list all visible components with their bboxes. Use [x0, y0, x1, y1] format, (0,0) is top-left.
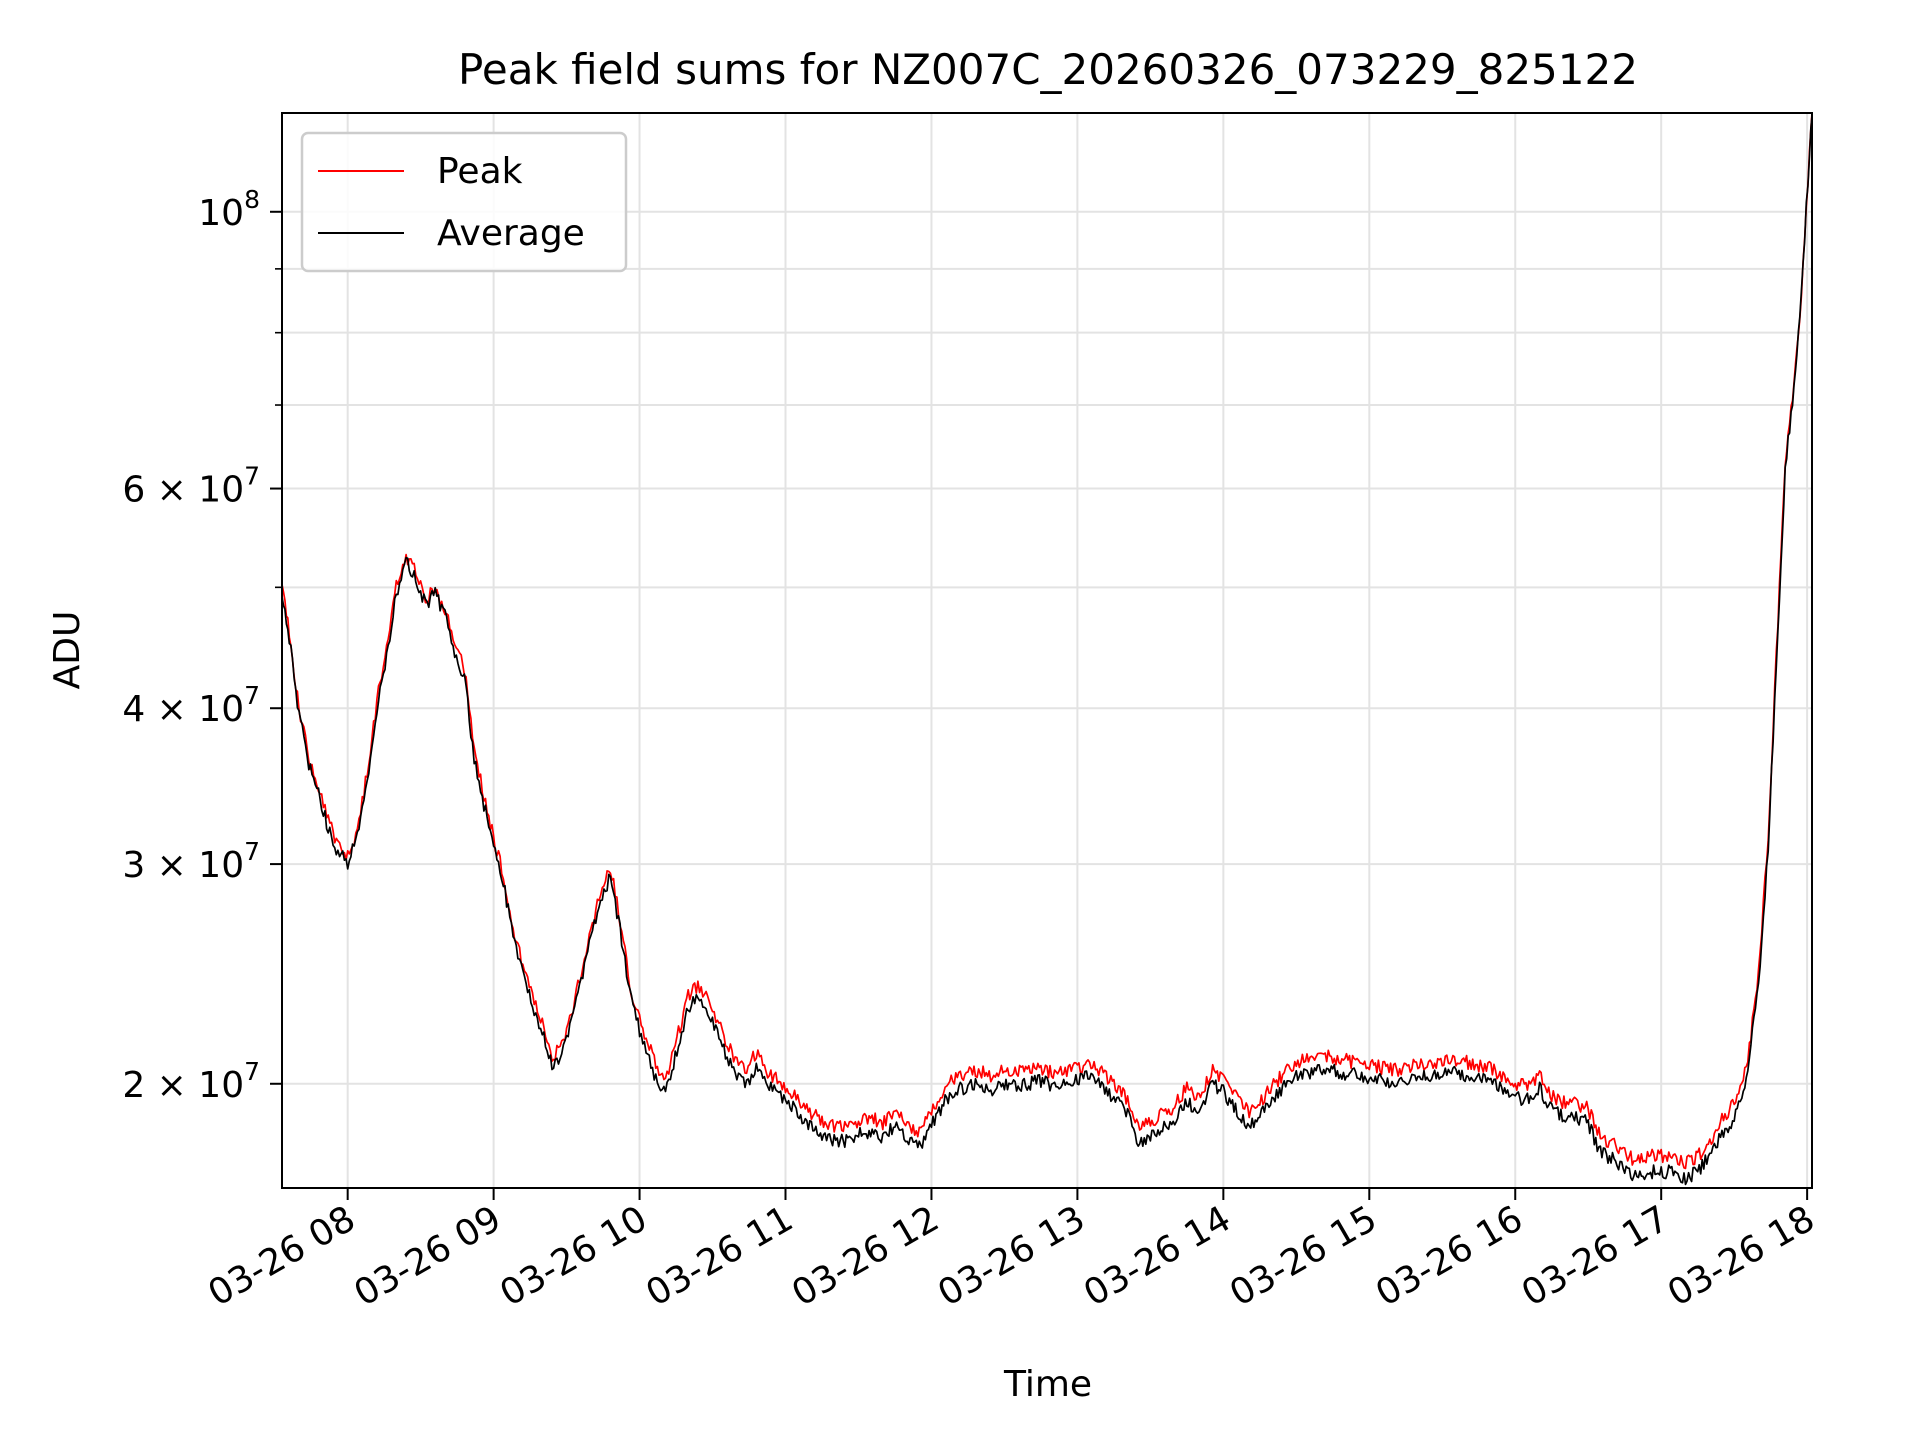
y-tick-exponent: 7: [244, 681, 260, 710]
series-line-average: [282, 115, 1812, 1186]
y-axis-label: ADU: [47, 611, 88, 690]
y-tick-coefficient: 4 × 10: [122, 689, 244, 730]
y-tick-exponent: 8: [244, 185, 260, 214]
y-tick-exponent: 7: [244, 1057, 260, 1086]
y-tick-coefficient: 10: [198, 193, 244, 234]
y-tick-exponent: 7: [244, 837, 260, 866]
y-tick-exponent: 7: [244, 462, 260, 491]
legend-label-peak: Peak: [437, 151, 523, 192]
y-tick-label: 6 × 107: [122, 462, 260, 511]
y-tick-label: 3 × 107: [122, 837, 260, 886]
y-tick-label: 4 × 107: [122, 681, 260, 730]
y-tick-coefficient: 2 × 10: [122, 1065, 244, 1106]
series-line-peak: [282, 113, 1812, 1170]
legend-label-average: Average: [437, 213, 585, 254]
legend-box: [300, 131, 628, 273]
grid-layer: [282, 113, 1812, 1188]
plot-area-frame: [281, 112, 1813, 1189]
y-tick-coefficient: 3 × 10: [122, 845, 244, 886]
legend: Peak Average: [300, 131, 628, 273]
chart-title: Peak field sums for NZ007C_20260326_0732…: [458, 45, 1638, 94]
y-tick-coefficient: 6 × 10: [122, 470, 244, 511]
series-layer: [282, 113, 1812, 1186]
y-tick-label: 2 × 107: [122, 1057, 260, 1106]
y-tick-label: 108: [198, 185, 260, 234]
x-axis-label: Time: [1003, 1364, 1092, 1405]
